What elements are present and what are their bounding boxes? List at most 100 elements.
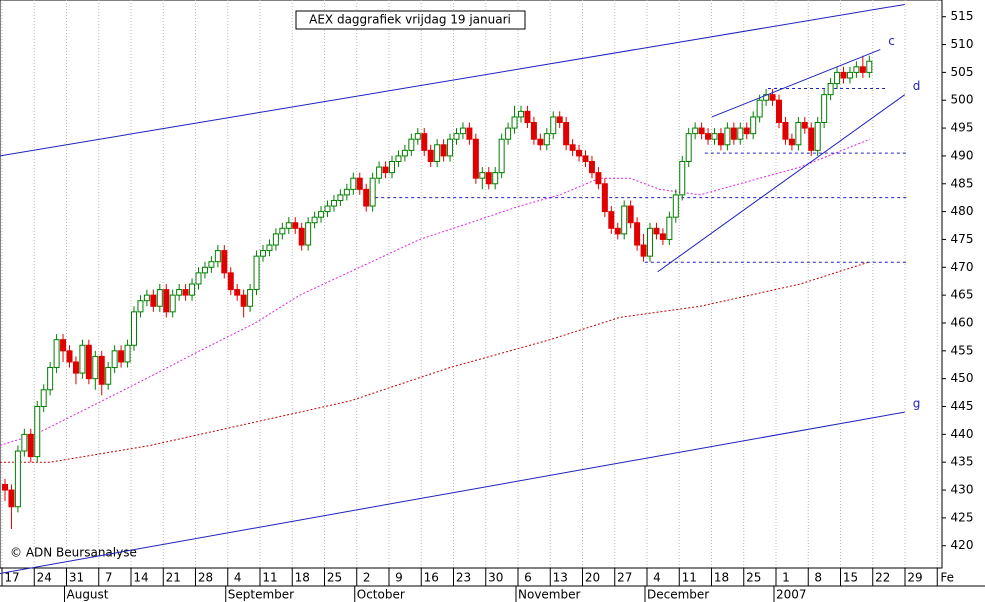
candle-body [614, 227, 621, 235]
y-tick-label: 455 [951, 343, 974, 357]
x-tick-label: 4 [234, 571, 242, 585]
candle-body [408, 138, 415, 151]
trendline-label: c [888, 34, 895, 48]
candle-body [518, 110, 524, 118]
candle-body [8, 489, 15, 508]
candle-body [318, 211, 325, 218]
title-box [295, 10, 526, 30]
candle-body [305, 222, 312, 246]
trendline [711, 49, 881, 118]
candle-body [576, 149, 583, 157]
candle-body [711, 133, 718, 140]
x-tick-label: 23 [456, 571, 471, 585]
x-tick-label: 28 [198, 571, 213, 585]
candle-body [343, 188, 350, 196]
candle-body [382, 166, 389, 174]
candle-body [627, 205, 634, 224]
candle-body [427, 149, 434, 162]
candle-body [111, 350, 118, 369]
candle-body [692, 127, 699, 135]
y-tick-label: 440 [951, 427, 974, 441]
candle-body [801, 122, 808, 129]
candle-body [756, 99, 763, 118]
x-tick-label: 25 [327, 571, 342, 585]
candle-body [543, 133, 550, 146]
y-tick-label: 495 [951, 121, 974, 135]
candle-body [118, 350, 125, 363]
candle-body [472, 138, 479, 179]
month-label: September [228, 588, 294, 602]
candle-body [763, 94, 770, 101]
trendline [657, 94, 906, 273]
candle-body [72, 361, 79, 374]
candle-body [563, 122, 570, 146]
candle-body [292, 222, 299, 229]
candle-body [272, 233, 279, 246]
candle-body [434, 144, 441, 162]
candle-body [440, 144, 447, 157]
candle-body [601, 183, 608, 213]
candle-body [453, 133, 460, 140]
candle-body [163, 289, 170, 313]
candle-body [337, 194, 344, 201]
candle-body [389, 160, 395, 174]
candle-body [156, 289, 163, 307]
x-tick-label: 18 [714, 571, 729, 585]
x-tick-label: 6 [524, 571, 532, 585]
candle-body [369, 177, 376, 207]
y-tick-label: 470 [951, 260, 974, 274]
candle-body [466, 127, 473, 140]
candle-body [782, 122, 789, 140]
candle-body [350, 177, 357, 190]
candle-body [485, 172, 492, 185]
month-label: 2007 [776, 588, 807, 602]
candle-body [647, 227, 653, 257]
candle-body [401, 149, 408, 157]
candle-body [21, 433, 28, 452]
candle-body [582, 155, 589, 162]
candle-body [588, 160, 595, 174]
candle-body [550, 116, 557, 135]
candle-body [414, 133, 421, 140]
candle-body [511, 116, 518, 129]
candle-body [814, 122, 821, 151]
trendline [0, 3, 905, 157]
candle-body [131, 311, 137, 346]
y-tick-label: 515 [951, 9, 974, 23]
candle-body [795, 122, 802, 146]
candle-body [737, 127, 744, 140]
candle-body [66, 350, 73, 363]
y-tick-label: 425 [951, 510, 974, 524]
candle-body [311, 216, 318, 224]
candle-body [395, 155, 402, 162]
x-tick-label: 25 [746, 571, 761, 585]
candle-body [124, 344, 131, 363]
candle-body [240, 294, 247, 307]
candle-body [53, 339, 60, 369]
candle-body [98, 355, 105, 385]
x-tick-label: 24 [37, 571, 52, 585]
candle-body [285, 222, 292, 229]
y-tick-label: 430 [951, 483, 974, 497]
candle-body [34, 406, 41, 458]
candle-body [530, 122, 537, 140]
candle-body [821, 94, 828, 124]
x-tick-label: 18 [295, 571, 310, 585]
candle-body [634, 222, 641, 246]
candle-body [640, 244, 647, 257]
candle-body [214, 250, 221, 263]
x-tick-label: 1 [782, 571, 790, 585]
candle-body [808, 127, 815, 151]
candle-body [208, 261, 215, 268]
candle-body [363, 188, 370, 207]
candle-body [717, 133, 724, 146]
candle-body [169, 294, 176, 313]
candle-body [788, 138, 795, 146]
x-tick-label: 9 [395, 571, 403, 585]
x-tick-label: 16 [424, 571, 439, 585]
x-tick-label: 14 [133, 571, 148, 585]
y-tick-label: 450 [951, 371, 974, 385]
x-tick-label: 27 [617, 571, 632, 585]
candle-body [866, 60, 873, 73]
candle-body [556, 116, 563, 124]
